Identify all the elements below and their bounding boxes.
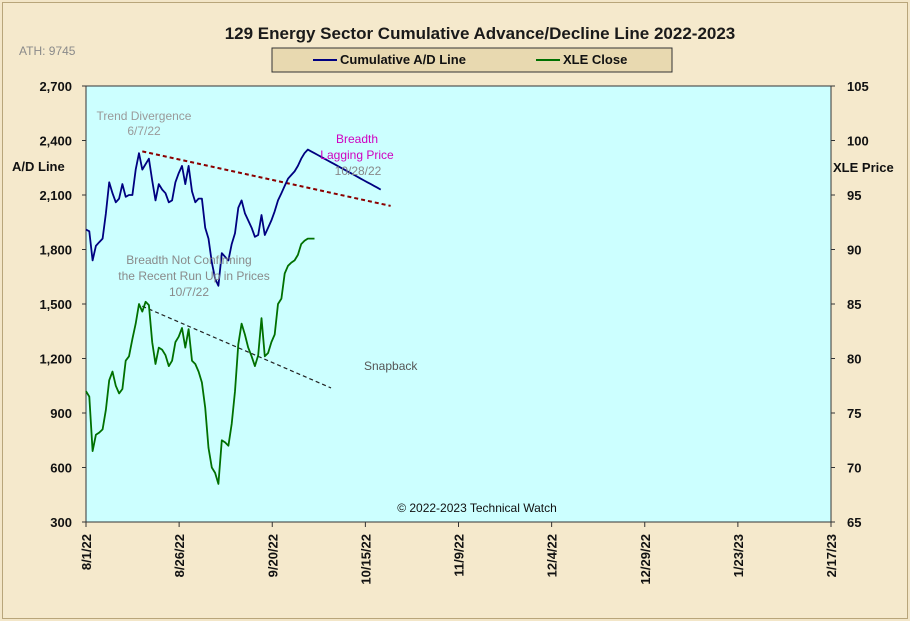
- trendline: [142, 305, 332, 389]
- y-axis-left-label: A/D Line: [12, 159, 65, 174]
- x-tick-label: 11/9/22: [452, 534, 467, 577]
- annotation-trend-divergence-line1: Trend Divergence: [97, 109, 192, 123]
- y-left-tick-label: 2,400: [39, 134, 72, 149]
- y-right-tick-label: 70: [847, 461, 861, 476]
- y-left-tick-label: 2,700: [39, 79, 72, 94]
- legend-box: [271, 47, 673, 73]
- y-left-tick-label: 1,200: [39, 352, 72, 367]
- series-xle-close: [85, 237, 315, 485]
- y-left-tick-label: 2,100: [39, 188, 72, 203]
- annotation-trend-divergence: Trend Divergence 6/7/22: [97, 109, 192, 138]
- y-left-tick-label: 1,800: [39, 243, 72, 258]
- plot-area: [85, 85, 832, 523]
- y-right-tick-label: 105: [847, 79, 869, 94]
- annotation-not-confirming-line1: Breadth Not Confirming: [126, 253, 251, 267]
- y-right-tick-label: 100: [847, 134, 869, 149]
- x-tick-label: 8/26/22: [172, 534, 187, 577]
- series-lines: [85, 148, 382, 485]
- y-left-tick-label: 1,500: [39, 297, 72, 312]
- x-axis: 8/1/22 8/26/22 9/20/22 10/15/22 11/9/22 12/4/…: [79, 522, 839, 585]
- y-right-tick-label: 90: [847, 243, 861, 258]
- y-axis-right-label: XLE Price: [833, 160, 894, 175]
- y-right-tick-label: 95: [847, 188, 861, 203]
- annotation-breadth-line1: Breadth: [336, 132, 378, 146]
- series-ad-line: [85, 148, 382, 287]
- legend-label-xle: XLE Close: [563, 52, 627, 67]
- legend: Cumulative A/D Line XLE Close: [271, 47, 673, 73]
- x-tick-label: 12/29/22: [638, 534, 653, 585]
- trendlines: [142, 150, 391, 389]
- x-tick-label: 8/1/22: [79, 534, 94, 570]
- x-tick-label: 12/4/22: [545, 534, 560, 577]
- y-left-tick-label: 600: [50, 461, 72, 476]
- annotation-breadth-not-confirming: Breadth Not Confirming the Recent Run Up…: [118, 253, 269, 299]
- y-axis-left: 300 600 900 1,200 1,500 1,800 2,100 2,400 2,700: [39, 79, 86, 530]
- y-right-tick-label: 80: [847, 352, 861, 367]
- annotation-snapback: Snapback: [364, 359, 418, 373]
- y-right-tick-label: 65: [847, 515, 861, 530]
- annotation-not-confirming-date: 10/7/22: [169, 285, 209, 299]
- y-axis-right: 65 70 75 80 85 90 95 100 105: [831, 79, 869, 530]
- annotation-not-confirming-line2: the Recent Run Up in Prices: [118, 269, 269, 283]
- y-right-tick-label: 75: [847, 406, 861, 421]
- chart-title: 129 Energy Sector Cumulative Advance/Dec…: [225, 24, 736, 43]
- ath-label: ATH: 9745: [19, 44, 76, 58]
- y-left-tick-label: 300: [50, 515, 72, 530]
- annotation-breadth-date: 10/28/22: [335, 164, 382, 178]
- x-tick-label: 1/23/23: [731, 534, 746, 577]
- copyright-text: © 2022-2023 Technical Watch: [397, 501, 557, 515]
- x-tick-label: 10/15/22: [358, 534, 373, 585]
- annotation-breadth-lagging: Breadth Lagging Price 10/28/22: [320, 132, 394, 178]
- x-tick-label: 9/20/22: [265, 534, 280, 577]
- x-tick-label: 2/17/23: [824, 534, 839, 577]
- annotation-trend-divergence-date: 6/7/22: [127, 124, 161, 138]
- trendline: [142, 150, 391, 207]
- y-right-tick-label: 85: [847, 297, 861, 312]
- y-left-tick-label: 900: [50, 406, 72, 421]
- annotation-breadth-line2: Lagging Price: [320, 148, 394, 162]
- legend-label-ad-line: Cumulative A/D Line: [340, 52, 466, 67]
